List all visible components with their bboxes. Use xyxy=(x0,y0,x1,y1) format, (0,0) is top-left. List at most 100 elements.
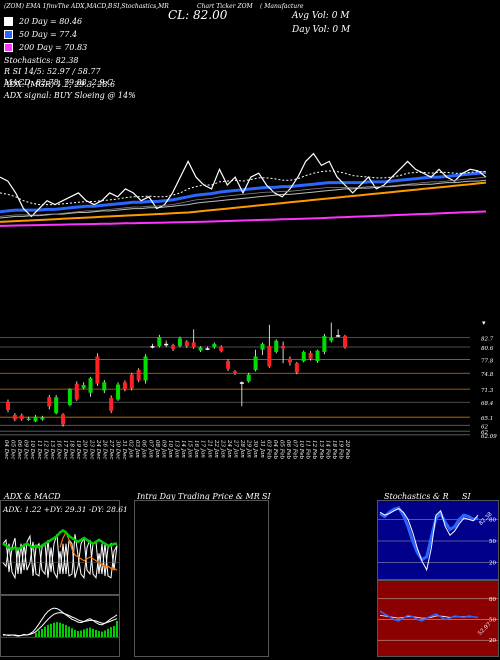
macd-histogram-bar xyxy=(77,631,79,638)
macd-histogram-bar xyxy=(62,623,64,638)
date-tick-label: 30 Jan xyxy=(252,440,258,458)
legend-item-200day: 200 Day = 70.83 xyxy=(4,41,87,54)
date-tick-label: 21 Jan xyxy=(206,439,212,458)
macd-histogram-bar xyxy=(86,628,88,638)
candle-body xyxy=(198,347,203,351)
date-tick-label: 17 Dec xyxy=(62,440,68,460)
candle-body xyxy=(74,383,79,400)
avg-vol: Avg Vol: 0 M xyxy=(292,11,350,21)
macd-panel xyxy=(0,595,120,657)
candle-body xyxy=(95,356,100,384)
candle xyxy=(61,413,66,427)
date-tick-label: 03 Feb xyxy=(265,440,271,460)
candle-body xyxy=(239,382,244,384)
candle xyxy=(157,334,162,348)
header-company: Chart Ticker ZOM xyxy=(197,3,253,10)
series-minus-di xyxy=(2,534,118,578)
candle-body xyxy=(281,346,286,349)
candle-body xyxy=(61,414,66,425)
date-tick-label: 06 Dec xyxy=(16,440,22,460)
intraday-panel-title: Intra Day Trading Price & MR xyxy=(137,492,260,501)
series-signal xyxy=(3,612,118,636)
date-tick-label: 10 Jan xyxy=(167,440,173,458)
series-rsi xyxy=(379,610,479,622)
macd-histogram-bar xyxy=(44,626,46,638)
date-tick-label: 03 Jan xyxy=(134,440,140,458)
candle-body xyxy=(157,337,162,347)
candle xyxy=(315,349,320,363)
price-tick-label: 65.1 xyxy=(481,416,493,422)
candle-body xyxy=(136,370,141,381)
macd-histogram-bar xyxy=(56,622,58,638)
candle xyxy=(171,343,176,352)
stochastics-value: Stochastics: 82.38 xyxy=(4,56,79,65)
intraday-panel xyxy=(134,500,269,657)
legend-label: 200 Day = 70.83 xyxy=(19,43,88,52)
adx-info: ADX: (MGR) 1.2, 29.3, 28.6 ADX signal: B… xyxy=(4,79,136,101)
price-tick-label: 68.4 xyxy=(481,401,494,407)
ema-legend: 20 Day = 80.46 50 Day = 77.4 200 Day = 7… xyxy=(4,15,87,54)
date-tick-label: 29 Jan xyxy=(246,439,252,458)
price-tick-label: 77.8 xyxy=(481,359,494,365)
date-tick-label: 10 Feb xyxy=(298,440,304,460)
candle-body xyxy=(129,374,134,389)
adx-panel: ADX: 1.22 +DY: 29.31 -DY: 28.61 xyxy=(0,500,128,595)
macd-value: MACD: 82.78, 79.88, 2.9 C xyxy=(4,78,114,87)
header-mid: SI,Stochastics,MR xyxy=(113,3,169,10)
adx-lines xyxy=(1,529,119,580)
candle-body xyxy=(184,341,189,347)
macd-histogram-bar xyxy=(89,627,91,638)
candle xyxy=(74,381,79,401)
candle-body xyxy=(315,350,320,362)
macd-histogram-bar xyxy=(71,628,73,638)
date-tick-label: 17 Jan xyxy=(200,440,206,458)
candle-body xyxy=(102,382,107,391)
candle xyxy=(19,413,24,421)
candle-body xyxy=(122,382,127,390)
candle xyxy=(12,413,17,422)
series-ema-orange xyxy=(0,181,487,223)
macd-histogram-bar xyxy=(95,629,97,638)
date-tick-label: 05 Feb xyxy=(278,440,284,460)
rsi-tick-label: 50 xyxy=(489,618,496,624)
date-tick-label: 13 Feb xyxy=(318,440,324,460)
candle-body xyxy=(287,358,292,363)
candle-body xyxy=(329,337,334,341)
candle-body xyxy=(191,342,196,347)
candle-body xyxy=(308,352,313,359)
date-tick-label: 19 Feb xyxy=(337,440,343,460)
legend-swatch xyxy=(4,30,13,39)
date-tick-label: 24 Dec xyxy=(95,439,101,460)
candle-body xyxy=(164,343,169,346)
candle-body xyxy=(81,385,86,389)
date-tick-label: 30 Dec xyxy=(114,440,120,460)
price-tick-label: 82.7 xyxy=(481,336,494,342)
macd-histogram-bar xyxy=(110,627,112,638)
date-tick-label: 11 Dec xyxy=(36,440,42,460)
macd-histogram-bar xyxy=(59,622,61,638)
candle-body xyxy=(40,417,45,420)
macd-histogram-bar xyxy=(92,628,94,638)
candle xyxy=(47,394,52,410)
candle xyxy=(336,329,341,338)
macd-histogram-bar xyxy=(65,624,67,638)
candle xyxy=(226,359,231,371)
price-tick-label: 62 xyxy=(481,424,488,430)
macd-histogram-bar xyxy=(47,624,49,638)
candle-body xyxy=(253,356,258,371)
candle xyxy=(274,339,279,354)
stoch-panel-title: Stochastics & R xyxy=(384,492,449,501)
candle-body xyxy=(232,371,237,374)
candle-body xyxy=(177,338,182,347)
macd-histogram-bar xyxy=(107,628,109,638)
intraday-panel-title-right: SI xyxy=(262,492,271,501)
macd-histogram-bar xyxy=(50,623,52,638)
date-axis: 04 Dec 05 Dec 06 Dec 09 Dec 10 Dec 11 Dec 12 D… xyxy=(3,439,350,460)
legend-item-50day: 50 Day = 77.4 xyxy=(4,28,87,41)
date-tick-label: 14 Feb xyxy=(324,440,330,460)
candle xyxy=(232,370,237,376)
legend-item-20day: 20 Day = 80.46 xyxy=(4,15,87,28)
price-tick-label: 62 xyxy=(481,430,488,436)
